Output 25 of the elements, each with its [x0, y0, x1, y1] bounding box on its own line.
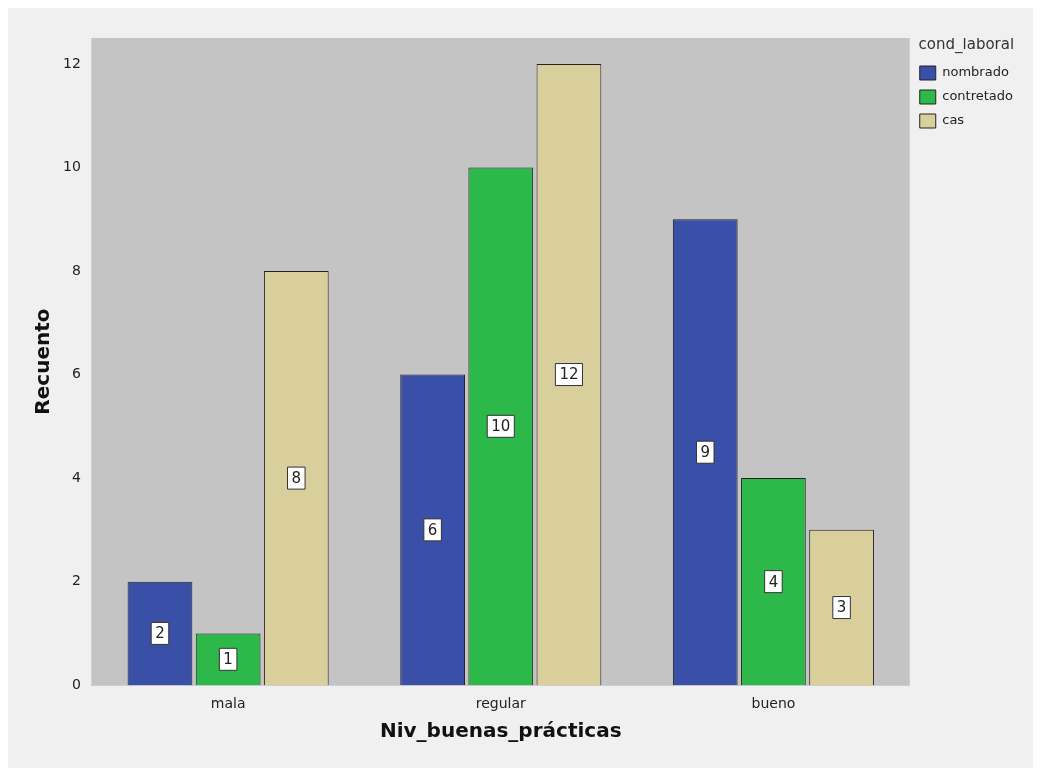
legend-label: contretado — [942, 88, 1014, 104]
legend-title: cond_laboral — [918, 35, 1015, 55]
y-tick-label: 2 — [71, 572, 81, 589]
x-axis-title: Niv_buenas_prácticas — [379, 718, 622, 743]
y-axis-title: Recuento — [30, 308, 55, 415]
data-label: 8 — [291, 468, 302, 487]
data-label: 3 — [836, 598, 847, 617]
x-tick-label: bueno — [751, 695, 796, 712]
data-label: 2 — [155, 624, 165, 643]
data-label: 4 — [768, 572, 779, 591]
y-tick-label: 8 — [71, 261, 81, 278]
y-tick-label: 10 — [62, 158, 81, 175]
data-label: 10 — [491, 417, 511, 436]
data-label: 9 — [700, 443, 711, 462]
y-tick-label: 6 — [71, 365, 81, 382]
y-tick-label: 4 — [71, 468, 81, 485]
data-label: 6 — [427, 520, 438, 539]
x-tick-label: regular — [475, 695, 527, 712]
data-label: 1 — [223, 650, 233, 669]
data-label: 12 — [559, 365, 579, 384]
legend-label: cas — [942, 112, 965, 128]
legend-label: nombrado — [942, 64, 1009, 80]
y-tick-label: 0 — [71, 675, 81, 692]
x-tick-label: mala — [210, 695, 246, 712]
y-tick-label: 12 — [62, 54, 81, 71]
